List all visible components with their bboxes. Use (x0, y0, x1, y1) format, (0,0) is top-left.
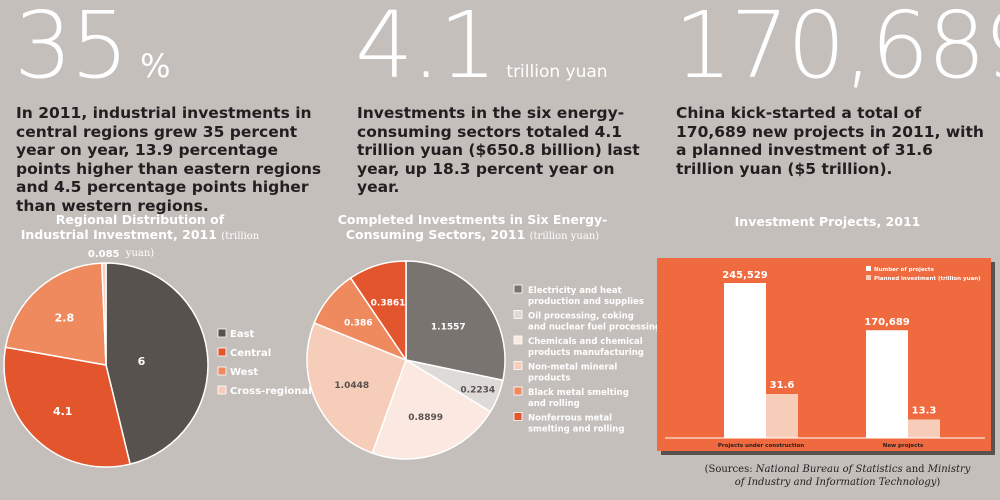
bar-count-label-0: 245,529 (722, 270, 768, 281)
bar-legend-swatch-1 (866, 275, 871, 280)
pie-1-legend-label-1-line-2: and nuclear fuel processing (528, 323, 661, 333)
pie-1-legend-swatch-0 (513, 284, 523, 294)
bar-investment-0 (766, 394, 798, 438)
pie-1-legend-label-5-line-2: smelting and rolling (528, 425, 624, 435)
pie-0-value-label-2: 2.8 (55, 311, 75, 324)
stat-2-number: 4.1 (355, 0, 497, 99)
source-org-1: National Bureau of Statistics (755, 464, 903, 475)
pie-0-legend-swatch-3 (217, 385, 227, 395)
pie-1-legend-label-5-line-1: Nonferrous metal (528, 414, 612, 424)
source-suffix: ) (936, 477, 941, 488)
pie-1-legend-label-0: Electricity and heat production and suppl… (528, 286, 644, 307)
pie-1-legend-label-4-line-2: and rolling (528, 399, 580, 409)
pie-0-legend-label-2: West (230, 367, 258, 378)
pie-0-value-label-0: 6 (138, 355, 146, 368)
pie-1-legend-label-5: Nonferrous metal smelting and rolling (528, 414, 624, 435)
pie-1-legend-label-1: Oil processing, coking and nuclear fuel p… (528, 312, 661, 333)
pie-1-legend-label-3-line-2: products (528, 374, 570, 384)
pie-1-legend-label-2-line-2: products manufacturing (528, 348, 644, 358)
pie-1-value-label-2: 0.8899 (408, 413, 443, 423)
chart-3-title: Investment Projects, 2011 (660, 214, 995, 229)
pie-1-legend-label-2: Chemicals and chemical products manufactu… (528, 337, 644, 358)
pie-1-legend-label-0-line-1: Electricity and heat (528, 286, 622, 296)
bar-category-label-1: New projects (883, 443, 924, 449)
pie-1-legend-label-0-line-2: production and supplies (528, 297, 644, 307)
pie-1-legend-label-3: Non-metal mineral products (528, 363, 617, 384)
pie-1-legend-swatch-1 (513, 310, 523, 319)
source-org-2: Ministry of Industry and Information Tec… (734, 464, 971, 488)
stat-3-number: 170,689 (674, 0, 1000, 99)
bar-investment-1 (908, 419, 940, 438)
pie-0-value-label-1: 4.1 (53, 405, 73, 418)
pie-0-legend-label-3: Cross-regional (230, 386, 312, 397)
stat-1-number: 35 (14, 0, 129, 99)
pie-0-slice-0 (105, 262, 209, 466)
chart-1-title-text: Regional Distribution of Industrial Inve… (20, 212, 225, 242)
pie-0-legend-swatch-1 (217, 347, 227, 357)
pie-0-slice-2 (4, 262, 107, 366)
bar-count-label-1: 170,689 (864, 317, 910, 328)
chart-1-unit: (trillion yuan) (125, 231, 260, 259)
stat-1: 35 % (14, 0, 171, 92)
pie-0-slice-1 (3, 346, 131, 468)
chart-3-title-text: Investment Projects, 2011 (734, 214, 921, 229)
pie-1-value-label-0: 1.1557 (431, 323, 466, 333)
stat-2-unit: trillion yuan (506, 62, 608, 82)
pie-1-value-label-5: 0.3861 (371, 298, 406, 308)
pie-1-legend-label-3-line-1: Non-metal mineral (528, 363, 617, 373)
chart-2-title-text: Completed Investments in Six Energy-Cons… (337, 212, 608, 242)
chart-2-unit: (trillion yuan) (529, 231, 600, 242)
bar-legend-label-0: Number of projects (874, 267, 935, 273)
chart-1-title: Regional Distribution of Industrial Inve… (20, 212, 260, 261)
pie-1-slice-0 (405, 260, 506, 382)
pie-0-legend-label-1: Central (230, 348, 271, 359)
stat-2-text: Investments in the six energy-consuming … (357, 104, 640, 196)
bar-count-0 (724, 283, 766, 438)
pie-1-legend-label-4-line-1: Black metal smelting (528, 388, 629, 398)
pie-0-legend-swatch-2 (217, 366, 227, 376)
stat-1-unit: % (140, 47, 171, 85)
bar-legend-label-1: Planned investment (trillion yuan) (874, 276, 981, 282)
pie-1-legend-swatch-4 (513, 386, 523, 396)
bar-category-label-0: Projects under construction (718, 443, 804, 449)
pie-1-legend-label-4: Black metal smelting and rolling (528, 388, 629, 409)
bar-count-1 (866, 330, 908, 438)
pie-0-legend-label-0: East (230, 329, 255, 340)
pie-1-legend-swatch-3 (513, 361, 523, 370)
stat-2: 4.1 trillion yuan (355, 0, 608, 92)
bar-legend-swatch-0 (866, 266, 871, 271)
chart-2-title: Completed Investments in Six Energy-Cons… (315, 212, 630, 244)
bar-investment-label-0: 31.6 (770, 380, 795, 391)
source-and: and (902, 464, 928, 475)
pie-1-slice-3 (306, 321, 407, 455)
pie-1-value-label-3: 1.0448 (334, 381, 369, 391)
pie-1-legend-label-1-line-1: Oil processing, coking (528, 312, 634, 322)
stat-1-text: In 2011, industrial investments in centr… (16, 104, 322, 215)
pie-1-value-label-1: 0.2234 (460, 386, 495, 396)
pie-1-legend-label-2-line-1: Chemicals and chemical (528, 337, 643, 347)
pie-1-legend-swatch-5 (513, 412, 523, 421)
pie-0-legend-swatch-0 (217, 328, 227, 338)
source-prefix: (Sources: (704, 464, 756, 475)
pie-1-slice-5 (349, 260, 407, 363)
stat-3: 170,689 (674, 0, 1000, 92)
stat-3-text: China kick-started a total of 170,689 ne… (676, 104, 984, 178)
source-note: (Sources: National Bureau of Statistics … (700, 463, 975, 489)
pie-0-slice-3 (101, 262, 107, 366)
pie-1-value-label-4: 0.386 (344, 318, 372, 328)
pie-1-slice-2 (371, 358, 492, 460)
bar-investment-label-1: 13.3 (912, 405, 937, 416)
bar-chart-background (657, 258, 991, 451)
pie-0-value-label-3: 0.085 (88, 249, 120, 260)
pie-1-legend-swatch-2 (513, 335, 523, 345)
